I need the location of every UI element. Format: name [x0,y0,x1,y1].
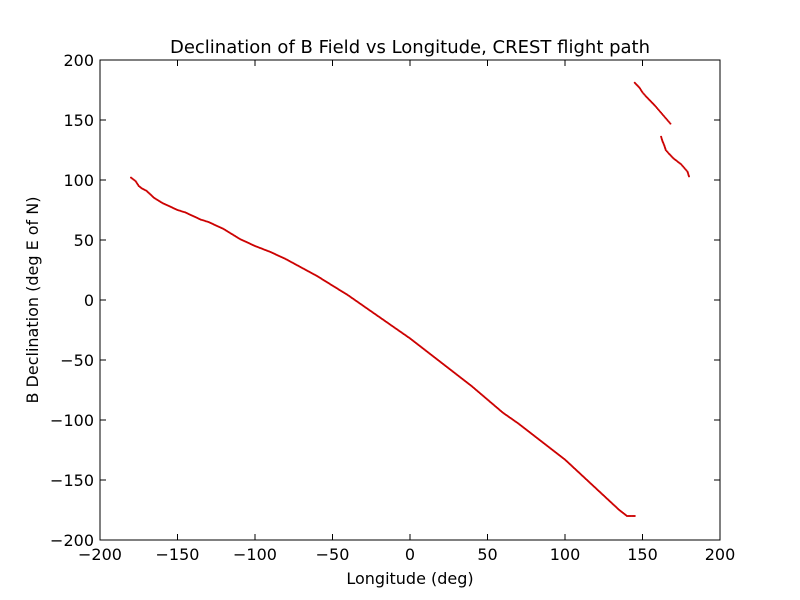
data-point [669,122,672,125]
y-tick-label: 150 [63,111,94,130]
x-axis-label: Longitude (deg) [346,569,473,588]
y-axis-label: B Declination (deg E of N) [23,197,42,404]
x-axis-tick-labels: −200 −150 −100 −50 0 50 100 150 200 [78,545,735,564]
y-tick-label: −100 [50,411,94,430]
series-2 [633,81,672,125]
y-tick-label: −150 [50,471,94,490]
x-tick-label: 100 [550,545,581,564]
x-tick-label: 0 [405,545,415,564]
plot-area [99,59,721,541]
chart-title: Declination of B Field vs Longitude, CRE… [170,37,650,58]
y-tick-label: 50 [74,231,94,250]
y-axis-ticks [100,59,720,541]
x-tick-label: 50 [477,545,497,564]
data-point [633,515,636,517]
y-tick-label: 200 [63,51,94,70]
x-tick-label: −50 [316,545,350,564]
x-tick-label: −100 [233,545,277,564]
y-tick-label: 100 [63,171,94,190]
y-tick-label: −50 [60,351,94,370]
y-axis-tick-labels: −200 −150 −100 −50 0 50 100 150 200 [50,51,94,550]
series-3 [660,135,690,178]
x-tick-label: −200 [78,545,122,564]
x-tick-label: −150 [156,545,200,564]
x-axis-ticks [99,60,721,540]
x-tick-label: 150 [627,545,658,564]
data-points [130,81,690,517]
x-tick-label: 200 [705,545,736,564]
data-point [688,175,690,178]
y-tick-label: −200 [50,531,94,550]
series-1 [130,176,636,517]
y-tick-label: 0 [84,291,94,310]
